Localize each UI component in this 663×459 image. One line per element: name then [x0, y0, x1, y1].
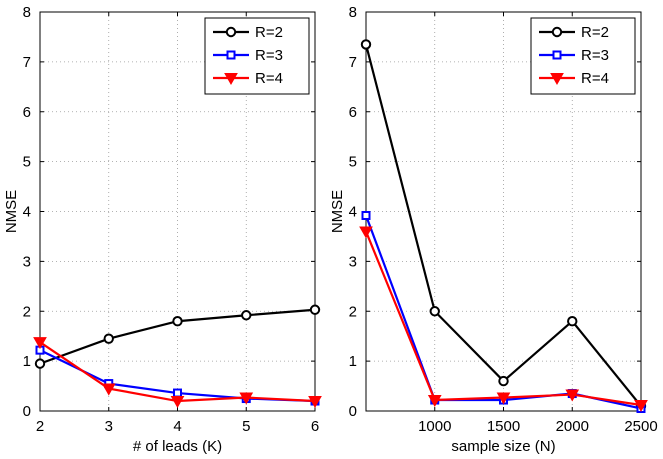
data-point [309, 304, 321, 315]
y-tick-label: 8 [349, 4, 357, 21]
y-tick-label: 7 [349, 54, 357, 71]
legend: R=2 R=3 R=4 [204, 17, 310, 95]
y-tick-label: 6 [23, 104, 31, 121]
x-tick-label: 3 [105, 418, 113, 435]
y-tick-label: 3 [349, 253, 357, 270]
data-point [239, 392, 254, 405]
y-tick-label: 0 [349, 403, 357, 420]
y-tick-label: 4 [23, 204, 31, 221]
legend-label: R=3 [581, 47, 609, 64]
y-tick-label: 5 [23, 154, 31, 171]
x-axis-label: sample size (N) [451, 438, 555, 455]
y-tick-label: 1 [349, 353, 357, 370]
data-point [34, 358, 46, 369]
x-tick-label: 2 [36, 418, 44, 435]
x-tick-label: 2500 [624, 418, 657, 435]
legend-marker [551, 26, 563, 38]
x-tick-label: 1000 [418, 418, 451, 435]
data-point [103, 333, 114, 344]
x-axis-label: # of leads (K) [133, 438, 222, 455]
x-tick-label: 1500 [487, 418, 520, 435]
legend-marker [224, 73, 238, 86]
series-r-4 [33, 337, 322, 409]
data-point [567, 316, 578, 327]
y-tick-label: 1 [23, 353, 31, 370]
legend-label: R=4 [581, 70, 609, 87]
y-tick-label: 5 [349, 154, 357, 171]
data-point [565, 389, 580, 402]
data-point [33, 337, 47, 350]
data-point [173, 388, 182, 398]
series-r-2 [360, 39, 647, 412]
legend: R=2 R=3 R=4 [530, 17, 636, 95]
legend-label: R=3 [255, 47, 283, 64]
x-tick-label: 6 [311, 418, 319, 435]
legend-item: R=4 [213, 70, 283, 87]
legend-marker [550, 73, 564, 86]
legend-item: R=2 [539, 24, 609, 41]
y-tick-label: 8 [23, 4, 31, 21]
y-tick-label: 6 [349, 104, 357, 121]
legend-label: R=2 [581, 24, 609, 41]
data-point [359, 226, 373, 239]
data-point [361, 210, 371, 220]
legend-marker [552, 50, 562, 60]
data-point [429, 306, 440, 317]
y-axis-label: NMSE [3, 190, 20, 233]
series-r-4 [359, 226, 648, 413]
series-r-2 [34, 304, 321, 369]
data-point [308, 396, 322, 409]
legend-label: R=4 [255, 70, 283, 87]
chart-panel-2: 1000 1500 2000 2500 0 1 2 3 4 5 6 7 8 sample size (N)… [329, 4, 658, 455]
y-tick-label: 3 [23, 253, 31, 270]
y-tick-label: 4 [349, 204, 357, 221]
legend-item: R=3 [539, 47, 609, 64]
x-tick-label: 5 [242, 418, 250, 435]
legend-item: R=2 [213, 24, 283, 41]
y-tick-label: 7 [23, 54, 31, 71]
legend-item: R=4 [539, 70, 609, 87]
data-point [360, 39, 372, 50]
y-tick-label: 2 [23, 303, 31, 320]
data-point [427, 395, 442, 408]
x-tick-label: 2000 [556, 418, 589, 435]
data-point [172, 316, 183, 327]
y-axis-label: NMSE [329, 190, 346, 233]
y-tick-label: 2 [349, 303, 357, 320]
data-point [498, 375, 509, 387]
data-point [634, 400, 648, 413]
legend-marker [225, 26, 237, 38]
legend-item: R=3 [213, 47, 283, 64]
legend-label: R=2 [255, 24, 283, 41]
series-r-3 [35, 345, 320, 406]
data-point [170, 396, 185, 409]
y-tick-label: 0 [23, 403, 31, 420]
series-line [364, 44, 642, 407]
data-point [241, 310, 252, 321]
legend-marker [226, 50, 236, 60]
data-point [496, 392, 511, 405]
x-tick-label: 4 [173, 418, 181, 435]
data-point [101, 383, 116, 396]
